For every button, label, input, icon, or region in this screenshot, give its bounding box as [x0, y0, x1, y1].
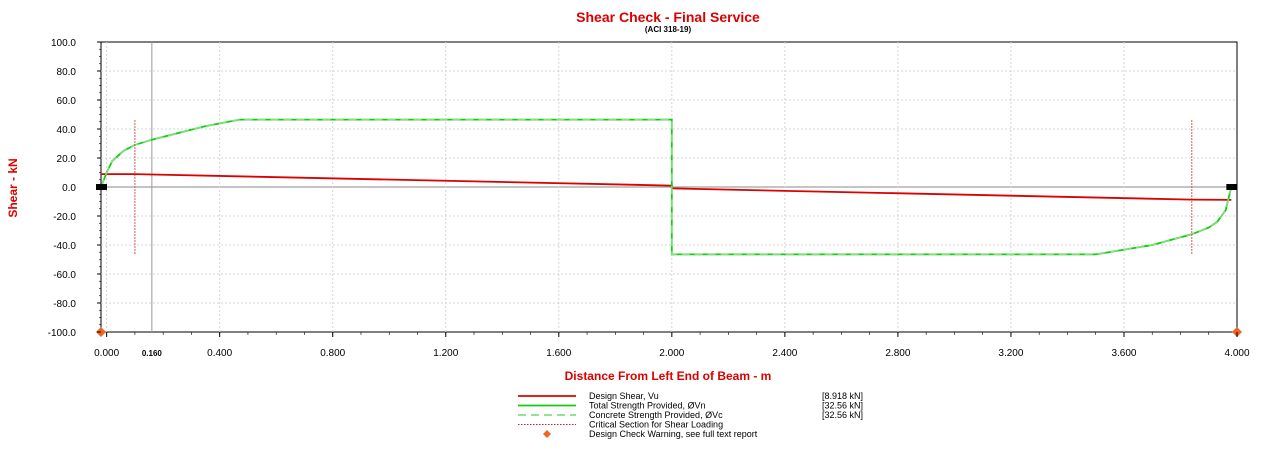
- x-tick-label: 2.000: [659, 348, 684, 359]
- x-tick-label: 0.000: [94, 348, 119, 359]
- series-line-2: [100, 118, 1232, 256]
- y-tick-label: -20.0: [53, 212, 76, 223]
- y-tick-label: -60.0: [53, 270, 76, 281]
- legend-value-0: [8.918 kN]: [822, 391, 863, 401]
- legend-label-2: Concrete Strength Provided, ØVc: [589, 410, 723, 420]
- x-tick-label: 2.400: [772, 348, 797, 359]
- x-tick-label: 0.400: [207, 348, 232, 359]
- y-tick-label: -40.0: [53, 241, 76, 252]
- x-tick-label: 1.200: [433, 348, 458, 359]
- y-tick-label: 20.0: [57, 154, 77, 165]
- legend-label-3: Critical Section for Shear Loading: [589, 420, 723, 430]
- legend-label-4: Design Check Warning, see full text repo…: [589, 429, 758, 439]
- support-block: [96, 184, 107, 190]
- chart-title: Shear Check - Final Service: [576, 9, 760, 25]
- x-tick-label: 4.000: [1224, 348, 1249, 359]
- chart-subtitle: (ACI 318-19): [645, 25, 692, 34]
- y-tick-label: -100.0: [48, 328, 77, 339]
- x-tick-label: 3.600: [1111, 348, 1136, 359]
- legend-label-1: Total Strength Provided, ØVn: [589, 401, 706, 411]
- marked-x-label: 0.160: [142, 349, 163, 358]
- y-tick-label: 80.0: [57, 67, 77, 78]
- x-tick-label: 3.200: [998, 348, 1023, 359]
- y-tick-label: 0.0: [62, 183, 76, 194]
- y-tick-label: 40.0: [57, 125, 77, 136]
- x-axis-label: Distance From Left End of Beam - m: [565, 369, 772, 383]
- legend-value-1: [32.56 kN]: [822, 401, 863, 411]
- x-tick-label: 1.600: [546, 348, 571, 359]
- x-tick-label: 2.800: [885, 348, 910, 359]
- legend: Design Shear, Vu [8.918 kN] Total Strength…: [518, 391, 863, 439]
- x-tick-label: 0.800: [320, 348, 345, 359]
- legend-value-2: [32.56 kN]: [822, 410, 863, 420]
- y-tick-label: 60.0: [57, 96, 77, 107]
- support-block: [1226, 184, 1238, 190]
- legend-label-0: Design Shear, Vu: [589, 391, 659, 401]
- legend-swatch-4: [543, 430, 551, 438]
- axis-layer: 100.0 80.0 60.0 40.0 20.0 0.0 -20.0 -40.0 -60.0 -…: [48, 38, 1250, 359]
- y-tick-label: -80.0: [53, 299, 76, 310]
- y-axis-label: Shear - kN: [6, 158, 20, 217]
- y-tick-label: 100.0: [51, 38, 76, 49]
- grid-layer: [101, 42, 1237, 332]
